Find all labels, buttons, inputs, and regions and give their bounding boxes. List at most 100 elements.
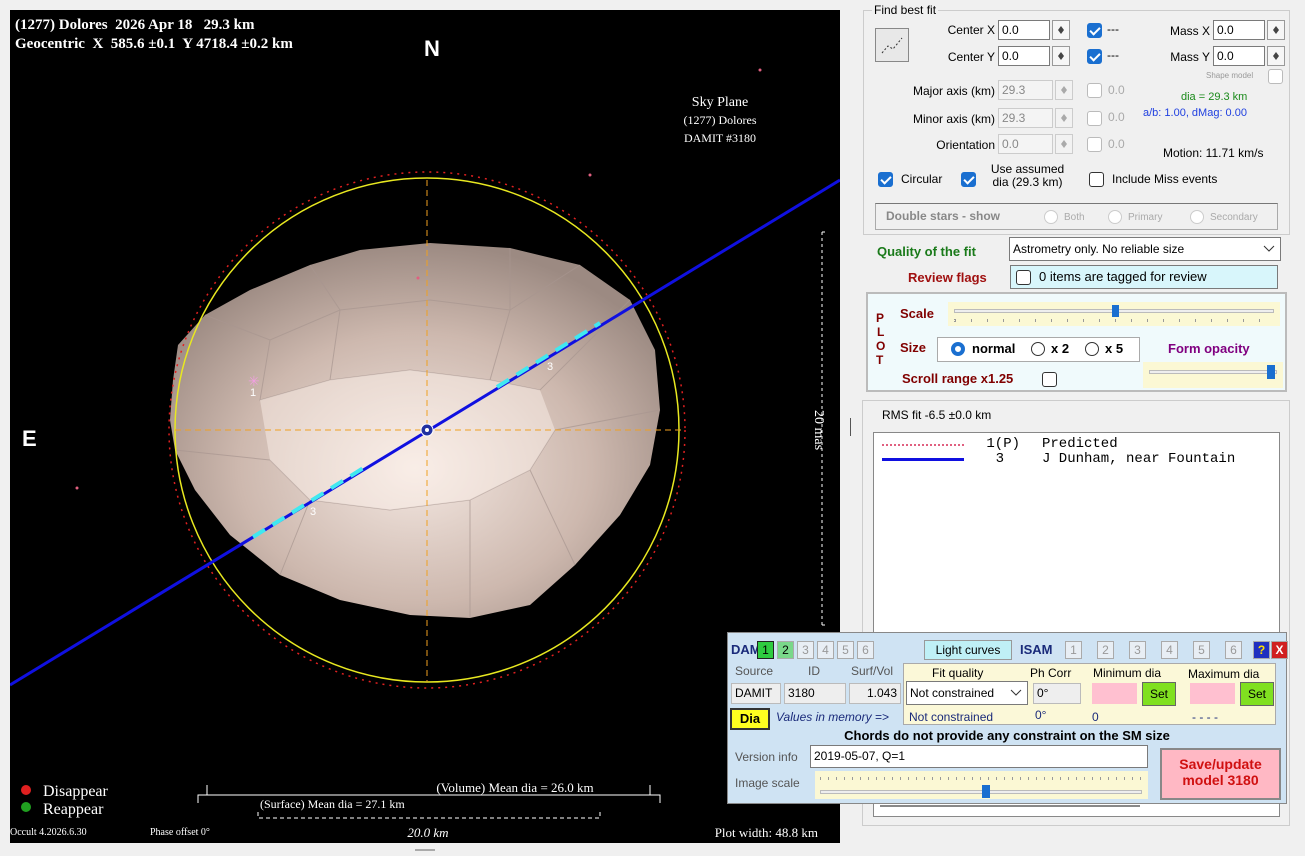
checkbox[interactable]: [1268, 69, 1283, 84]
path: [257, 812, 601, 819]
polygon: [260, 370, 555, 510]
id: 1(P): [986, 436, 1020, 452]
spinner: [1055, 108, 1073, 128]
path: [1263, 245, 1275, 252]
opacity-slider[interactable]: [1143, 362, 1283, 388]
models: 6: [857, 641, 874, 659]
spinner[interactable]: [1267, 20, 1285, 40]
svg: [881, 37, 903, 54]
spinner[interactable]: [1052, 46, 1070, 66]
spinner[interactable]: [1267, 46, 1285, 66]
options: Primary: [1128, 212, 1163, 223]
headers: Surf/Vol: [851, 664, 894, 678]
quality-select[interactable]: Astrometry only. No reliable size: [1009, 237, 1281, 261]
letters: O: [876, 339, 886, 353]
name: J Dunham, near Fountain: [1042, 451, 1236, 467]
sky-plot: ✳ (1277) Dolores 2026 Apr 18 29.3 km Geo…: [10, 10, 840, 843]
include-miss: Include Miss events: [1112, 172, 1218, 186]
scale-km: 20.0 km: [407, 825, 448, 840]
motion: Motion: 11.71 km/s: [1163, 146, 1264, 160]
scale-slider[interactable]: [948, 302, 1280, 326]
models[interactable]: 2: [777, 641, 794, 659]
value[interactable]: 0.0: [998, 20, 1050, 40]
unc: 0.0: [1108, 137, 1125, 151]
size-options: x 5: [1105, 341, 1124, 356]
label: Major axis (km): [912, 84, 995, 98]
close[interactable]: X: [1271, 641, 1288, 659]
fit-quality[interactable]: Not constrained: [906, 681, 1028, 705]
headers: Source: [735, 664, 774, 678]
value[interactable]: 0.0: [1213, 46, 1265, 66]
light-curves[interactable]: Light curves: [924, 640, 1012, 660]
value[interactable]: 0.0: [1213, 20, 1265, 40]
note: Chords do not provide any constraint on …: [844, 728, 1170, 743]
div: [875, 203, 1278, 230]
ab: a/b: 1.00, dMag: 0.00: [1143, 107, 1247, 119]
checkbox[interactable]: [961, 172, 976, 187]
dia-button[interactable]: Dia: [730, 708, 770, 730]
radio-button[interactable]: [1031, 342, 1045, 356]
size-options: x 2: [1051, 341, 1070, 356]
plot-width: Plot width: 48.8 km: [715, 825, 818, 840]
checkbox[interactable]: [1087, 49, 1102, 64]
path: [821, 231, 828, 626]
polyline: [204, 264, 581, 341]
headers: Minimum dia: [1093, 666, 1162, 680]
memory-fit: Not constrained: [909, 710, 994, 724]
plot-title: (1277) Dolores 2026 Apr 18 29.3 km: [15, 17, 255, 33]
set[interactable]: Set: [1142, 682, 1176, 706]
checkbox[interactable]: [1089, 172, 1104, 187]
label: Mass X: [1169, 24, 1210, 38]
isam-label: ISAM: [1020, 642, 1053, 657]
fit-button[interactable]: [875, 28, 909, 62]
polyline: [489, 248, 511, 381]
circle: [588, 173, 592, 177]
headers: Maximum dia: [1188, 667, 1260, 681]
radio-button[interactable]: [1085, 342, 1099, 356]
div: [1092, 683, 1137, 704]
flag: ---: [1107, 22, 1119, 36]
fit-group: [863, 10, 1290, 235]
save-button[interactable]: Save/update model 3180: [1160, 748, 1281, 800]
label: Minor axis (km): [912, 112, 995, 126]
div: [862, 400, 1290, 826]
checkbox: [1087, 137, 1102, 152]
volume-dia: (Volume) Mean dia = 26.0 km: [436, 780, 593, 795]
spinner[interactable]: [1052, 20, 1070, 40]
line: [495, 321, 602, 389]
radio-button[interactable]: [951, 342, 965, 356]
quality-label: Quality of the fit: [877, 244, 976, 259]
models[interactable]: 1: [757, 641, 774, 659]
checkbox[interactable]: [1016, 270, 1031, 285]
chord-label: 3: [547, 361, 553, 373]
path: [197, 785, 661, 803]
form-opacity: Form opacity: [1168, 341, 1250, 356]
set[interactable]: Set: [1240, 682, 1274, 706]
use-assumed: Use assumed dia (29.3 km): [990, 162, 1065, 189]
image-scale-slider[interactable]: [815, 771, 1148, 799]
memory-max: - - - -: [1192, 710, 1218, 724]
version: Occult 4.2026.6.30: [10, 827, 87, 838]
sky-plane-object: (1277) Dolores: [684, 113, 757, 127]
checkbox[interactable]: [1042, 372, 1057, 387]
div: [415, 849, 435, 851]
checkbox[interactable]: [1087, 23, 1102, 38]
scale-mas: 20 mas: [811, 410, 826, 450]
checkbox[interactable]: [878, 172, 893, 187]
scroll-range: Scroll range x1.25: [902, 371, 1014, 386]
size-options: normal: [972, 341, 1016, 356]
polyline: [529, 469, 576, 566]
group-title: Find best fit: [872, 3, 939, 17]
name: Predicted: [1042, 436, 1118, 452]
letters: L: [877, 325, 885, 339]
headers: ID: [808, 664, 820, 678]
radio-button: [1190, 210, 1204, 224]
models: 3: [797, 641, 814, 659]
review-value: 0 items are tagged for review: [1010, 265, 1278, 289]
label: Orientation: [936, 138, 995, 152]
isam-models: 2: [1097, 641, 1114, 659]
help[interactable]: ?: [1253, 641, 1270, 659]
div: [820, 790, 1142, 794]
value[interactable]: 0.0: [998, 46, 1050, 66]
